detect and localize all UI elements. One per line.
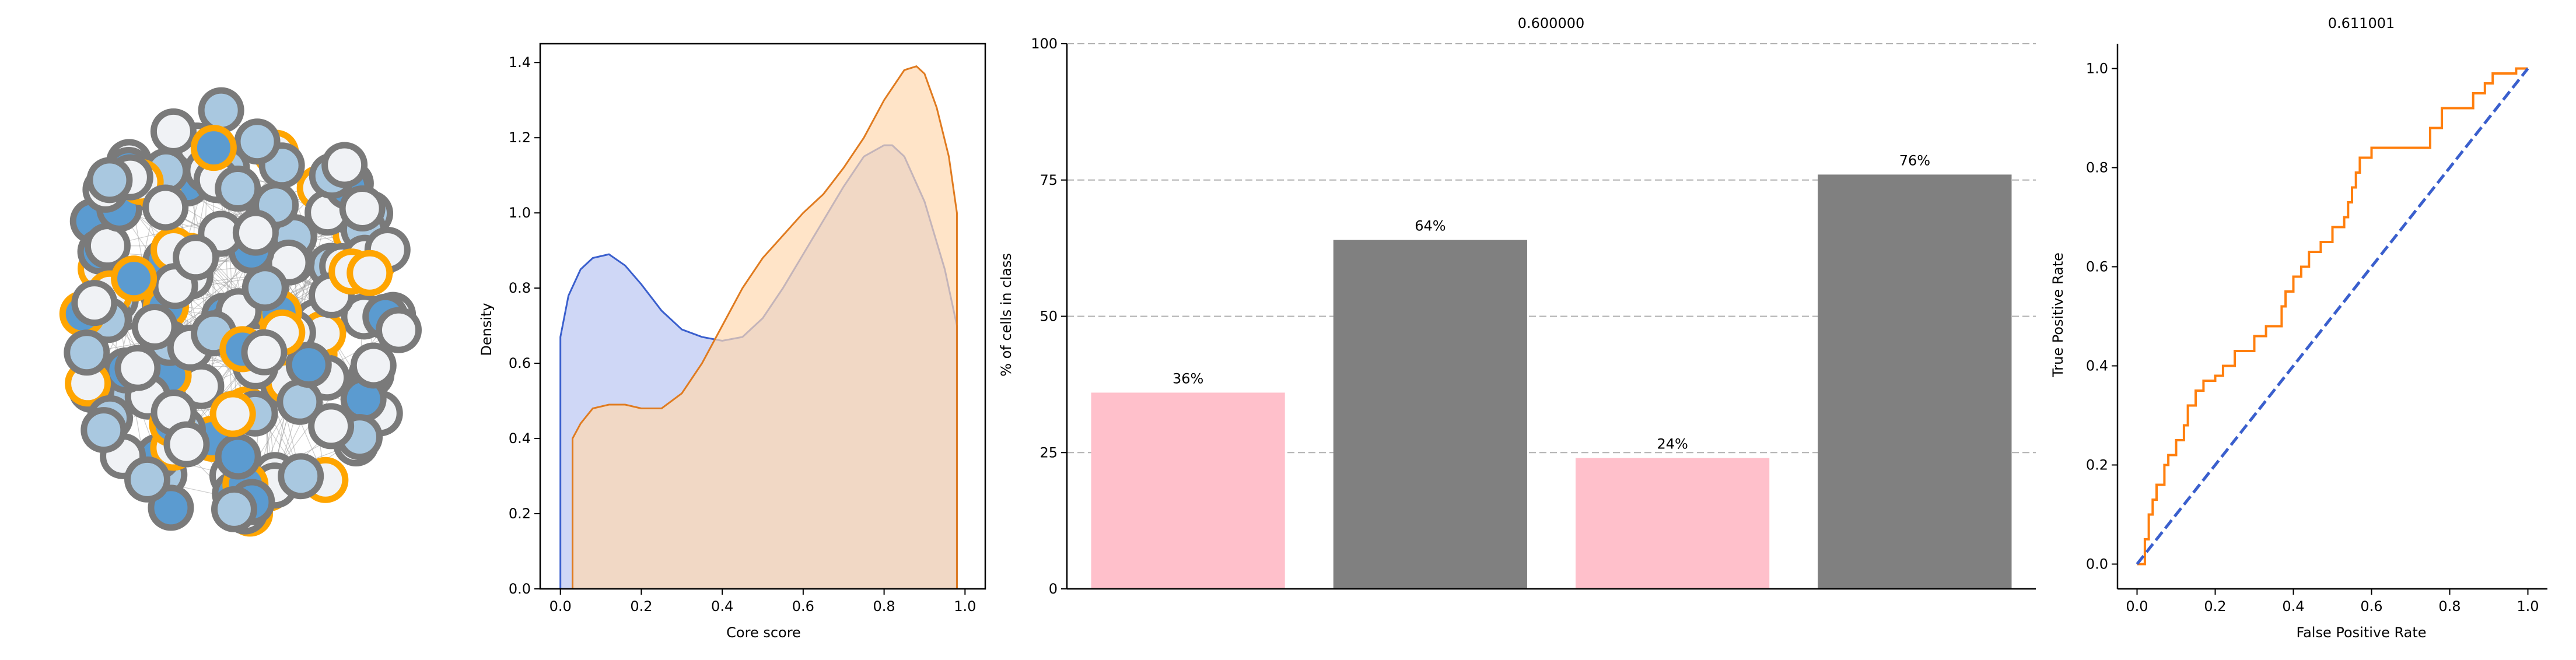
density-y-axis-label: Density <box>478 303 495 356</box>
bar-label-1: 64% <box>1415 218 1446 234</box>
network-node <box>215 165 261 212</box>
density-x-tick-label: 0.0 <box>550 598 572 615</box>
roc-diagonal <box>2136 67 2529 566</box>
bar-chart: 36% 64% 24% 76% 0 25 50 75 100 0.600000 % of ce… <box>998 15 2036 597</box>
roc-x-axis-label: False Positive Rate <box>2296 624 2426 641</box>
network-node <box>346 250 393 296</box>
density-y-tick-label: 0.2 <box>509 505 531 522</box>
network-node <box>242 265 288 311</box>
density-frame <box>539 43 986 590</box>
density-x-tick-label: 0.4 <box>711 598 733 615</box>
roc-y-axis-label: True Positive Rate <box>2050 252 2066 378</box>
bar-bars: 36% 64% 24% 76% <box>1091 152 2012 589</box>
roc-chart: 0.0 0.2 0.4 0.6 0.8 1.0 0.0 0.2 0.4 0.6 0.8 1.0 0.6… <box>2050 15 2547 641</box>
density-y-tick-label: 1.4 <box>509 54 531 71</box>
roc-x-tick-label: 0.8 <box>2438 598 2460 615</box>
network-node <box>375 307 422 353</box>
density-y-tick-label: 0.0 <box>509 581 531 597</box>
roc-axes: 0.0 0.2 0.4 0.6 0.8 1.0 0.0 0.2 0.4 0.6 0.8 1.0 <box>2086 44 2547 615</box>
bar-y-tick-label: 50 <box>1040 308 1058 325</box>
roc-y-tick-label: 0.8 <box>2086 160 2108 176</box>
bar-chart-title: 0.600000 <box>1518 15 1585 31</box>
density-axes: 0.0 0.2 0.4 0.6 0.8 1.0 0.0 0.2 0.4 0.6 0.8 1.0 1.2 1… <box>509 43 986 615</box>
density-x-tick-label: 0.8 <box>873 598 895 615</box>
network-node <box>71 280 118 327</box>
roc-plot-area <box>2136 67 2529 566</box>
network-node <box>232 209 279 256</box>
network-node <box>64 329 110 376</box>
network-node <box>131 303 178 350</box>
network-graph <box>59 87 422 537</box>
roc-chart-title: 0.611001 <box>2328 15 2395 31</box>
roc-y-tick-label: 0.0 <box>2086 556 2108 573</box>
bar-y-tick-label: 25 <box>1040 444 1058 461</box>
network-node <box>163 421 210 468</box>
network-node <box>190 125 237 171</box>
network-node <box>209 391 256 437</box>
density-y-tick-label: 1.0 <box>509 205 531 221</box>
roc-curve <box>2137 67 2528 566</box>
roc-x-tick-label: 1.0 <box>2516 598 2539 615</box>
network-node <box>86 157 133 203</box>
roc-y-tick-label: 1.0 <box>2086 61 2108 77</box>
roc-x-tick-label: 0.0 <box>2126 598 2148 615</box>
density-x-tick-label: 0.2 <box>630 598 652 615</box>
density-x-axis-label: Core score <box>726 624 801 641</box>
density-area-1 <box>572 66 957 589</box>
bar-label-2: 24% <box>1657 436 1688 452</box>
network-node <box>350 342 397 389</box>
network-node <box>114 345 161 391</box>
network-node <box>321 142 368 188</box>
bar-2 <box>1576 458 1770 589</box>
bar-label-3: 76% <box>1899 152 1930 168</box>
network-node <box>241 329 288 375</box>
network-node <box>211 486 257 532</box>
density-y-tick-label: 0.6 <box>509 355 531 371</box>
roc-y-tick-label: 0.2 <box>2086 457 2108 473</box>
roc-y-tick-label: 0.6 <box>2086 259 2108 275</box>
density-chart: 0.0 0.2 0.4 0.6 0.8 1.0 0.0 0.2 0.4 0.6 0.8 1.0 1.2 1… <box>478 43 986 641</box>
density-line-1 <box>571 65 958 589</box>
density-y-tick-label: 0.4 <box>509 430 531 447</box>
network-node <box>215 433 261 480</box>
network-node <box>234 118 281 165</box>
density-plot-area <box>559 65 958 589</box>
network-node <box>173 234 219 281</box>
bar-y-tick-label: 0 <box>1049 581 1058 597</box>
network-node <box>278 453 324 500</box>
bar-y-axis-label: % of cells in class <box>998 253 1014 377</box>
network-node <box>150 108 197 155</box>
density-y-tick-label: 1.2 <box>509 129 531 146</box>
roc-x-tick-label: 0.2 <box>2204 598 2226 615</box>
bar-3 <box>1818 174 2012 589</box>
network-node <box>276 378 323 425</box>
network-node <box>285 342 332 388</box>
network-node <box>111 255 158 302</box>
bar-y-tick-label: 100 <box>1031 36 1058 52</box>
roc-x-tick-label: 0.6 <box>2360 598 2382 615</box>
network-node <box>124 456 171 503</box>
roc-x-tick-label: 0.4 <box>2282 598 2304 615</box>
roc-y-tick-label: 0.4 <box>2086 358 2108 374</box>
network-node <box>308 403 355 450</box>
network-node <box>142 184 189 231</box>
bar-y-tick-label: 75 <box>1040 172 1058 188</box>
network-node <box>339 185 386 231</box>
network-node <box>198 87 244 134</box>
bar-1 <box>1333 240 1527 589</box>
density-y-tick-label: 0.8 <box>509 280 531 296</box>
density-x-tick-label: 1.0 <box>954 598 976 615</box>
bar-label-0: 36% <box>1172 370 1203 387</box>
network-node <box>80 407 127 454</box>
bar-axes: 0 25 50 75 100 <box>1031 36 2036 597</box>
density-x-tick-label: 0.6 <box>792 598 814 615</box>
bar-0 <box>1091 392 1285 589</box>
